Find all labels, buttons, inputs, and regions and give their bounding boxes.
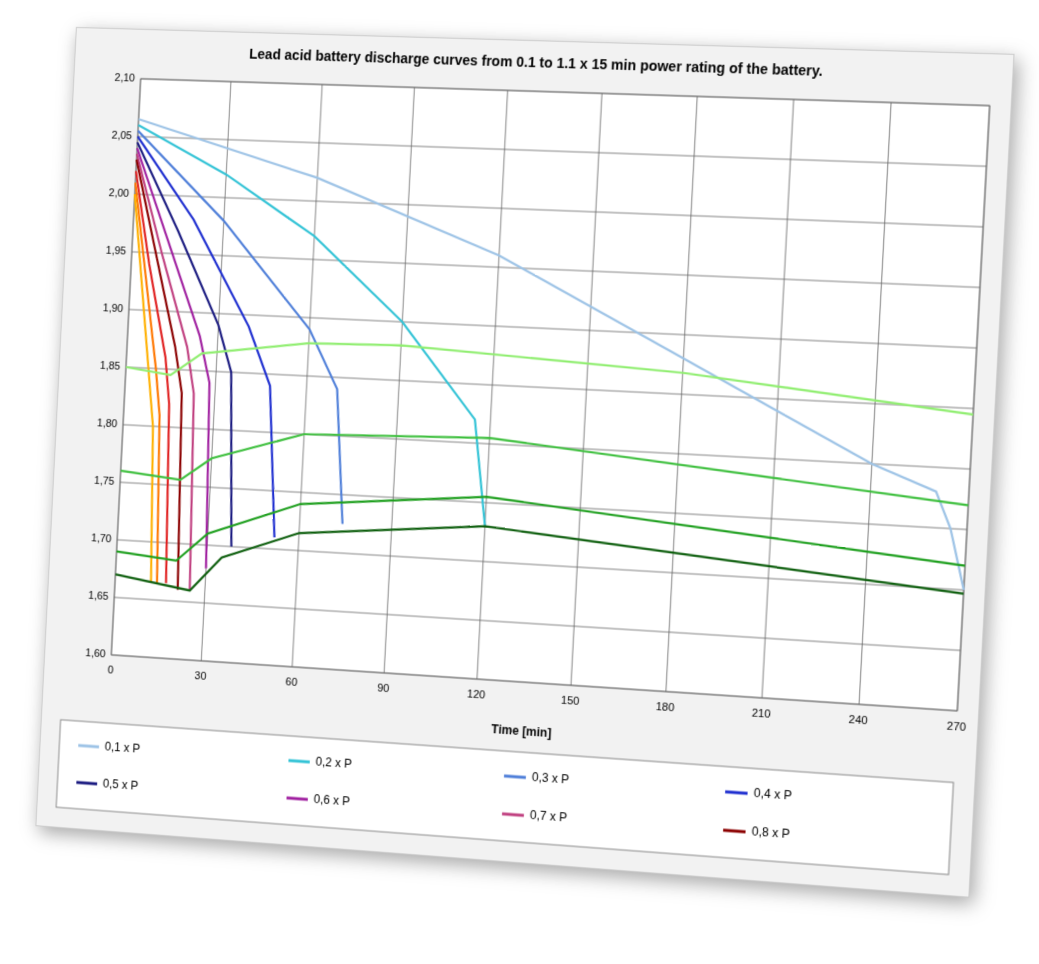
legend-swatch [504, 774, 526, 779]
x-tick-label: 0 [107, 664, 113, 676]
legend-label: 0,3 x P [532, 770, 570, 787]
legend-box [56, 720, 953, 875]
y-tick-label: 2,10 [114, 72, 135, 85]
legend-swatch [287, 798, 308, 800]
y-tick-label: 1,95 [106, 245, 127, 258]
y-tick-label: 1,80 [97, 417, 118, 430]
legend-swatch [725, 792, 747, 794]
plot-area [111, 79, 989, 711]
x-tick-label: 150 [561, 694, 580, 707]
y-tick-label: 1,70 [91, 532, 112, 545]
x-axis-label: Time [min] [491, 722, 552, 740]
x-tick-label: 120 [467, 688, 486, 701]
y-tick-label: 2,05 [111, 129, 132, 142]
legend-label: 0,8 x P [751, 824, 790, 841]
y-tick-label: 1,60 [85, 647, 106, 660]
x-tick-label: 90 [377, 682, 390, 695]
y-tick-label: 1,85 [100, 360, 121, 373]
legend-swatch [288, 760, 309, 762]
chart: Lead acid battery discharge curves from … [36, 46, 1013, 897]
legend-label: 0,7 x P [530, 808, 568, 825]
x-tick-label: 30 [194, 670, 206, 683]
y-tick-label: 1,65 [88, 590, 109, 603]
x-tick-label: 60 [285, 676, 297, 689]
y-tick-label: 1,90 [103, 302, 124, 315]
legend-label: 0,2 x P [315, 755, 352, 772]
x-tick-label: 210 [751, 707, 770, 721]
x-tick-label: 270 [946, 720, 966, 734]
legend-swatch [76, 782, 97, 784]
legend-label: 0,1 x P [104, 740, 140, 756]
x-tick-label: 240 [848, 714, 868, 728]
legend-swatch [502, 812, 524, 817]
chart-title: Lead acid battery discharge curves from … [249, 46, 823, 78]
chart-panel: Lead acid battery discharge curves from … [35, 26, 1015, 898]
x-tick-label: 180 [656, 701, 675, 715]
legend-label: 0,6 x P [313, 792, 350, 809]
y-tick-label: 2,00 [109, 187, 130, 200]
legend-swatch [78, 745, 99, 746]
y-tick-label: 1,75 [94, 475, 115, 488]
legend-label: 0,4 x P [753, 786, 792, 803]
legend-label: 0,5 x P [103, 777, 139, 793]
legend-swatch [723, 830, 745, 832]
